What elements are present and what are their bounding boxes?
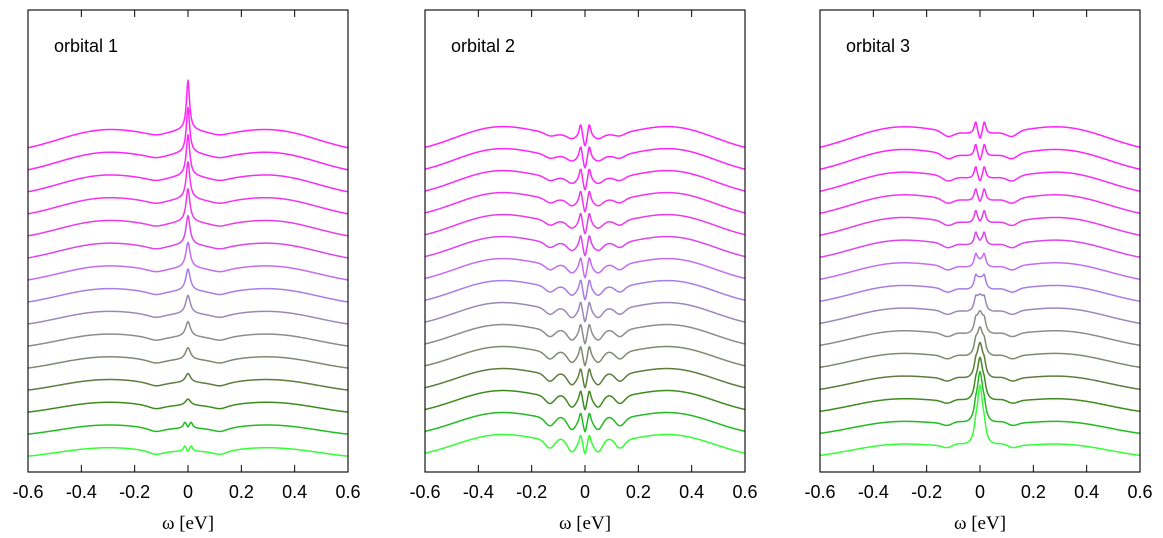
panel-title: orbital 2 [451,36,515,56]
panel-2: -0.6 -0.4 -0.2 0 0.2 0.4 0.6 ω [eV] orbital 2 [409,9,758,534]
x-axis-label: ω [eV] [162,513,214,534]
series-curve-2 [28,421,348,435]
series-curve-3 [425,389,745,411]
series-curve-8 [425,279,745,301]
x-tick-label: 0 [580,482,590,502]
series-curve-5 [28,346,348,369]
series-curve-2 [820,370,1140,435]
panel-1: -0.6 -0.4 -0.2 0 0.2 0.4 0.6 ω [eV] orbital 1 [12,9,361,534]
series-curve-11 [28,188,348,237]
series-curve-13 [28,133,348,193]
series-curve-12 [425,190,745,214]
x-tick-label: -0.6 [12,482,43,502]
series-curve-11 [820,209,1140,237]
series-curve-6 [28,320,348,347]
series-curve-15 [28,79,348,149]
curves-group [820,121,1140,457]
x-tick-label: -0.2 [516,482,547,502]
x-tick-label: 0.2 [1021,482,1046,502]
x-tick-label: 0.4 [679,482,704,502]
series-curve-8 [820,273,1140,303]
x-tick-label: -0.6 [409,482,440,502]
x-tick-label: 0 [975,482,985,502]
series-curve-9 [425,257,745,280]
series-curve-14 [425,146,745,170]
series-curve-10 [425,235,745,258]
series-curve-7 [425,301,745,323]
series-curve-3 [28,398,348,413]
series-curve-4 [28,372,348,391]
x-tick-label: -0.4 [463,482,494,502]
series-curve-5 [820,326,1140,369]
series-curve-5 [425,345,745,367]
x-tick-label: -0.2 [119,482,150,502]
x-tick-label: -0.4 [66,482,97,502]
series-curve-3 [820,356,1140,413]
panel-title: orbital 1 [54,36,118,56]
series-curve-12 [820,188,1140,215]
x-tick-label: 0.4 [282,482,307,502]
series-curve-15 [820,121,1140,148]
panel-3: -0.6 -0.4 -0.2 0 0.2 0.4 0.6 ω [eV] orbital 3 [804,9,1153,534]
series-curve-2 [425,411,745,433]
x-tick-label: -0.4 [858,482,889,502]
series-curve-1 [28,445,348,457]
series-curve-12 [28,161,348,215]
series-curve-9 [820,252,1140,281]
x-tick-label: -0.2 [911,482,942,502]
series-curve-11 [425,213,745,236]
series-curve-7 [28,294,348,325]
series-curve-6 [425,323,745,345]
x-tick-label: 0.4 [1074,482,1099,502]
x-tick-label: 0.6 [732,482,757,502]
curves-group [425,124,745,455]
series-curve-14 [28,106,348,171]
series-curve-6 [820,310,1140,347]
series-curve-10 [820,231,1140,259]
x-axis-label: ω [eV] [954,513,1006,534]
series-curve-10 [28,214,348,259]
curves-group [28,79,348,457]
series-curve-4 [820,341,1140,391]
series-curve-8 [28,268,348,303]
x-tick-label: -0.6 [804,482,835,502]
series-curve-4 [425,367,745,389]
plot-frame [27,9,349,473]
x-tick-label: 0.2 [229,482,254,502]
series-curve-13 [820,166,1140,193]
x-axis-label: ω [eV] [559,513,611,534]
series-curve-15 [425,124,745,149]
series-curve-9 [28,241,348,281]
panel-title: orbital 3 [846,36,910,56]
x-tick-label: 0.6 [1127,482,1152,502]
x-tick-label: 0 [183,482,193,502]
x-tick-label: 0.2 [626,482,651,502]
series-curve-14 [820,143,1140,170]
series-curve-7 [820,293,1140,325]
x-tick-label: 0.6 [335,482,360,502]
series-curve-1 [425,433,745,455]
series-curve-13 [425,168,745,192]
series-curve-1 [820,384,1140,457]
